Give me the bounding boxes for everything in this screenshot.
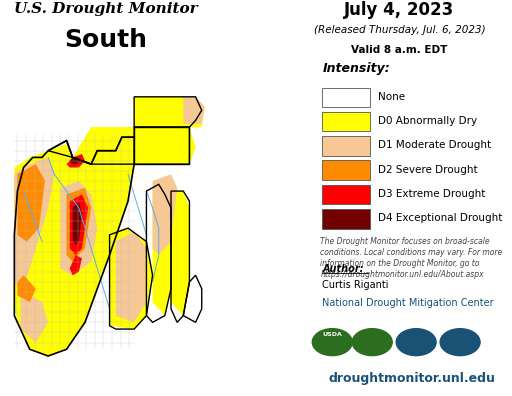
Text: D4 Exceptional Drought: D4 Exceptional Drought (378, 213, 503, 223)
Text: July 4, 2023: July 4, 2023 (344, 1, 455, 19)
Text: Author:: Author: (323, 264, 364, 274)
Polygon shape (110, 228, 153, 329)
Polygon shape (14, 137, 134, 356)
Text: (Released Thursday, Jul. 6, 2023): (Released Thursday, Jul. 6, 2023) (313, 25, 485, 35)
Text: The Drought Monitor focuses on broad-scale
conditions. Local conditions may vary: The Drought Monitor focuses on broad-sca… (321, 237, 503, 279)
Text: None: None (378, 92, 406, 102)
FancyBboxPatch shape (323, 160, 370, 180)
Polygon shape (134, 127, 189, 164)
Polygon shape (20, 289, 48, 343)
Polygon shape (134, 97, 202, 127)
Text: USDA: USDA (323, 331, 342, 337)
Circle shape (440, 329, 480, 356)
FancyBboxPatch shape (323, 88, 370, 107)
Polygon shape (14, 157, 54, 289)
Text: U.S. Drought Monitor: U.S. Drought Monitor (14, 2, 197, 16)
Polygon shape (67, 188, 91, 262)
Polygon shape (171, 191, 189, 316)
FancyBboxPatch shape (323, 209, 370, 228)
Text: D1 Moderate Drought: D1 Moderate Drought (378, 140, 492, 150)
Polygon shape (67, 154, 85, 168)
Text: D0 Abnormally Dry: D0 Abnormally Dry (378, 116, 477, 126)
FancyBboxPatch shape (323, 185, 370, 204)
FancyBboxPatch shape (323, 112, 370, 131)
Polygon shape (70, 194, 88, 255)
Polygon shape (116, 231, 146, 322)
FancyBboxPatch shape (323, 136, 370, 156)
Polygon shape (70, 255, 82, 275)
Polygon shape (153, 184, 171, 316)
Polygon shape (17, 275, 36, 302)
Polygon shape (153, 174, 177, 255)
Text: South: South (64, 28, 147, 51)
Polygon shape (73, 127, 196, 164)
Text: D2 Severe Drought: D2 Severe Drought (378, 165, 478, 175)
Circle shape (396, 329, 436, 356)
Text: Curtis Riganti: Curtis Riganti (323, 280, 389, 290)
Polygon shape (183, 97, 205, 124)
Text: National Drought Mitigation Center: National Drought Mitigation Center (323, 298, 494, 308)
Circle shape (352, 329, 392, 356)
Polygon shape (70, 157, 79, 164)
Polygon shape (60, 181, 97, 275)
Text: droughtmonitor.unl.edu: droughtmonitor.unl.edu (329, 372, 496, 385)
Text: Valid 8 a.m. EDT: Valid 8 a.m. EDT (351, 46, 447, 55)
Text: D3 Extreme Drought: D3 Extreme Drought (378, 189, 485, 199)
Circle shape (312, 329, 352, 356)
Polygon shape (183, 97, 205, 127)
Polygon shape (17, 164, 45, 242)
Text: Intensity:: Intensity: (323, 62, 390, 74)
Polygon shape (73, 201, 82, 245)
